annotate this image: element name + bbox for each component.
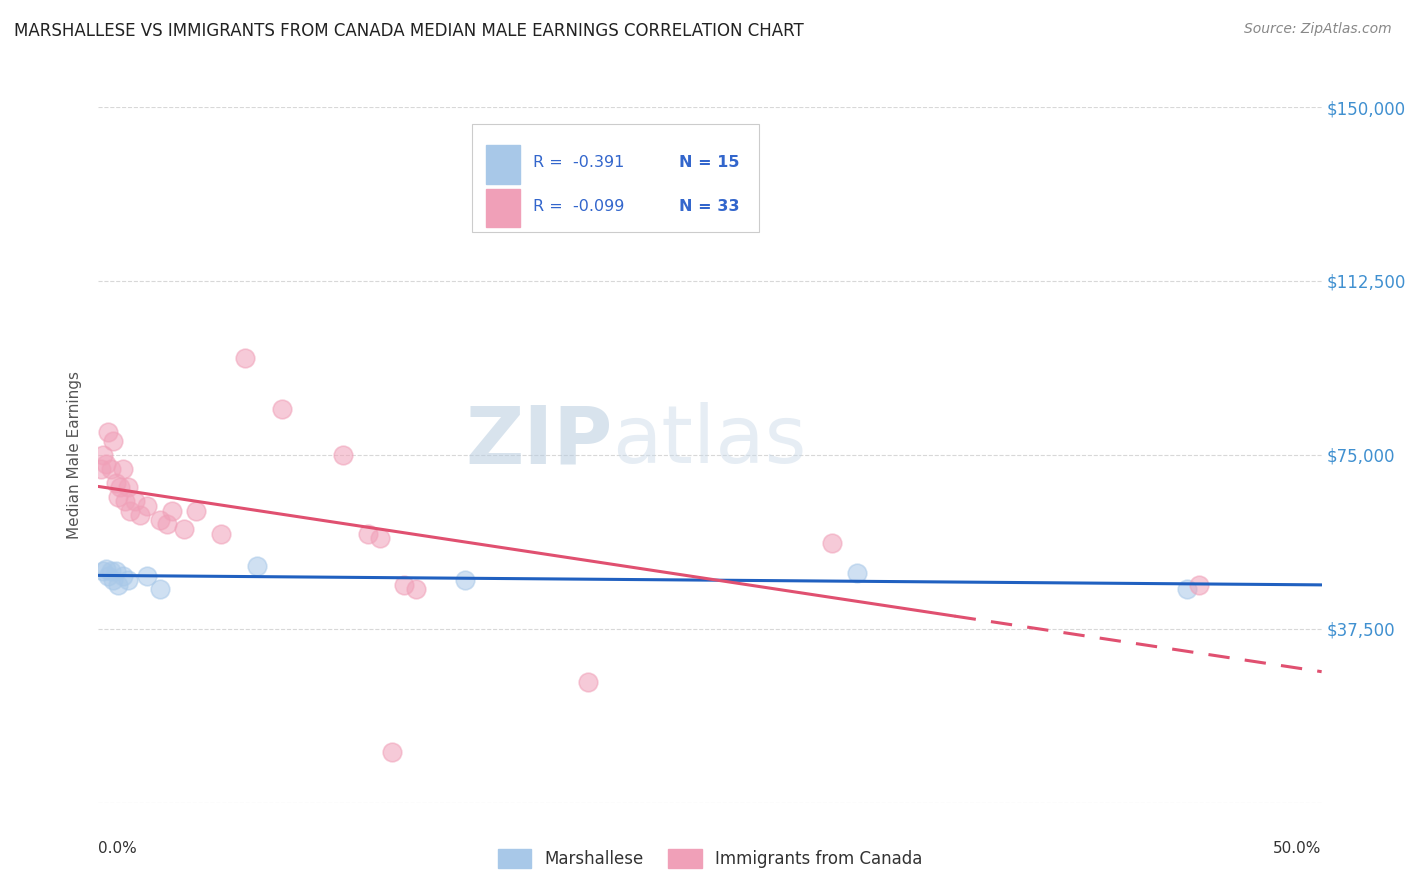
Point [114,494,136,508]
Text: ZIP: ZIP [465,402,612,480]
Legend: Marshallese, Immigrants from Canada: Marshallese, Immigrants from Canada [491,842,929,874]
Text: Source: ZipAtlas.com: Source: ZipAtlas.com [1244,22,1392,37]
Text: MARSHALLESE VS IMMIGRANTS FROM CANADA MEDIAN MALE EARNINGS CORRELATION CHART: MARSHALLESE VS IMMIGRANTS FROM CANADA ME… [14,22,804,40]
Text: N = 15: N = 15 [679,155,740,170]
Point [101,434,124,448]
Point [156,517,179,532]
Point [209,526,232,541]
Point [120,503,142,517]
Point [1175,582,1198,597]
Point [111,568,134,582]
Point [110,480,132,494]
Text: R =  -0.099: R = -0.099 [533,199,624,214]
Point [821,536,844,550]
Point [104,564,127,578]
Point [100,462,122,476]
Point [129,508,152,523]
Point [111,462,134,476]
Point [845,566,868,581]
Point [136,499,159,513]
Text: 50.0%: 50.0% [1274,841,1322,856]
Text: R =  -0.391: R = -0.391 [533,155,624,170]
Point [104,475,127,490]
Bar [486,189,520,227]
Point [160,503,183,517]
Point [94,457,117,471]
Text: atlas: atlas [612,402,807,480]
Point [107,578,129,592]
Point [381,745,404,759]
Point [173,522,195,536]
Point [405,582,427,597]
Point [576,675,599,690]
Point [149,582,172,597]
Point [97,568,120,582]
Text: N = 33: N = 33 [679,199,740,214]
Point [91,564,114,578]
Point [332,448,354,462]
Point [368,532,391,546]
Y-axis label: Median Male Earnings: Median Male Earnings [67,371,83,539]
Point [97,425,120,439]
Point [454,573,477,587]
Point [107,490,129,504]
Point [90,462,112,476]
Bar [486,145,520,184]
Point [270,401,294,416]
Point [233,351,256,365]
Text: 0.0%: 0.0% [98,841,138,856]
Point [94,561,117,575]
Point [246,559,269,574]
Point [392,578,416,592]
Point [186,503,208,517]
Point [91,448,114,462]
FancyBboxPatch shape [471,124,759,232]
Point [1188,578,1211,592]
Point [117,480,139,494]
Point [149,513,172,527]
Point [101,573,124,587]
Point [124,494,146,508]
Point [117,573,139,587]
Point [356,526,378,541]
Point [136,568,159,582]
Point [100,564,122,578]
